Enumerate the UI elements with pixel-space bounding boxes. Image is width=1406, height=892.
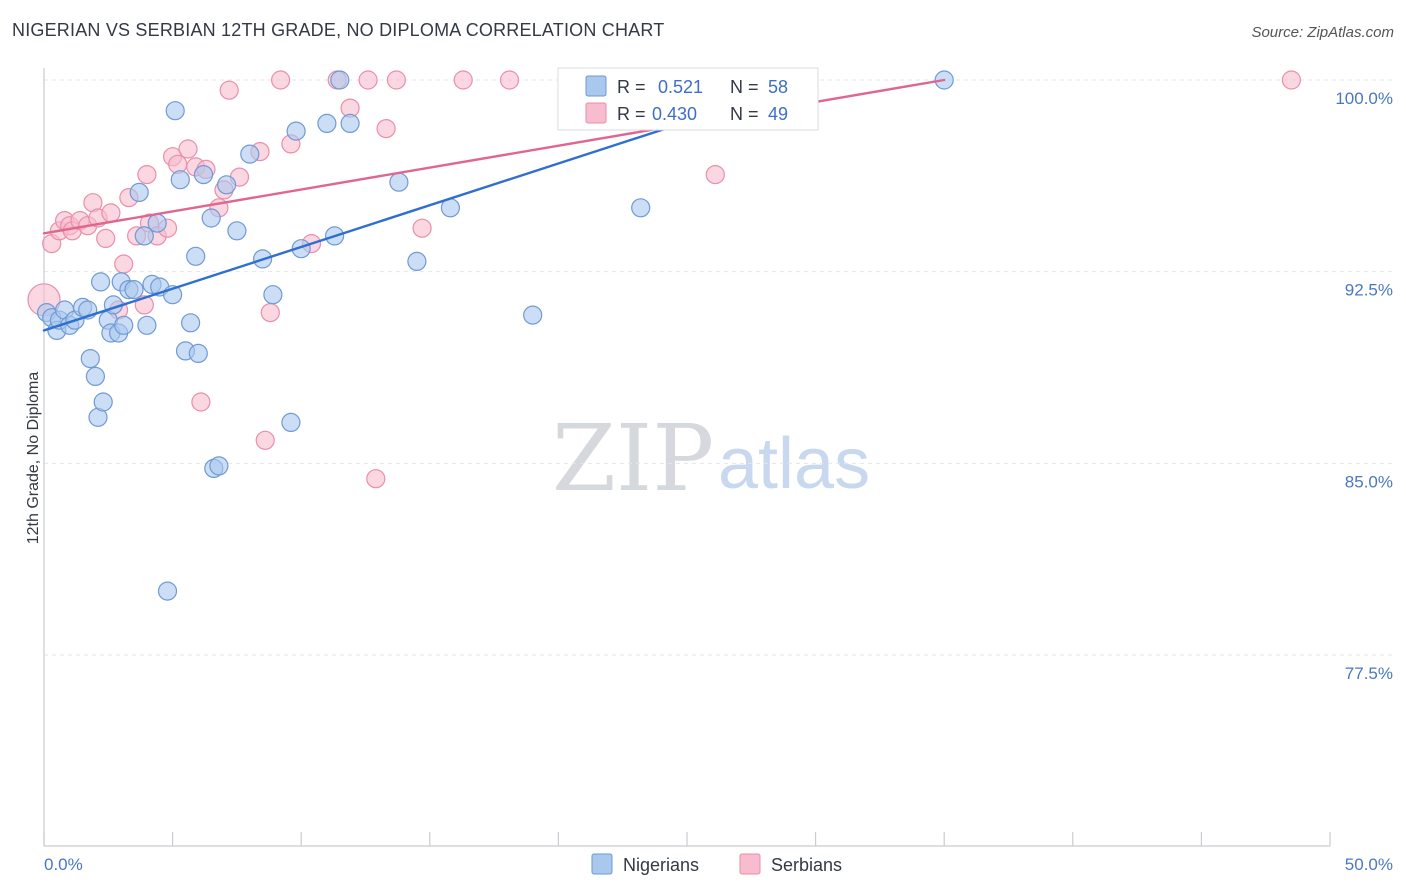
serbian-point <box>255 430 275 450</box>
legend-r-label-2: R = <box>617 104 646 124</box>
nigerian-point <box>389 172 409 192</box>
y-tick-label: 85.0% <box>1345 472 1393 491</box>
nigerian-point <box>523 305 543 325</box>
legend-n-label-2: N = <box>730 104 759 124</box>
serbian-point <box>386 70 406 90</box>
nigerian-point <box>181 313 201 333</box>
nigerian-point <box>340 113 360 134</box>
nigerian-point <box>129 182 149 202</box>
y-tick-labels: 77.5% 85.0% 92.5% 100.0% <box>1335 89 1393 683</box>
nigerian-point <box>193 165 214 185</box>
legend-n-value-2: 49 <box>768 104 788 124</box>
watermark-atlas: atlas <box>718 424 870 504</box>
serbian-point <box>358 70 378 90</box>
nigerian-point <box>188 343 208 363</box>
nigerian-point <box>263 285 283 305</box>
legend-n-label-1: N = <box>730 77 759 97</box>
serbians-label: Serbians <box>771 855 842 875</box>
nigerian-point <box>209 456 229 476</box>
serbian-point <box>412 218 432 238</box>
legend-r-value-1: 0.521 <box>658 77 703 97</box>
nigerian-point <box>240 144 260 164</box>
nigerian-point <box>80 349 100 369</box>
nigerian-point <box>286 121 306 141</box>
nigerian-point <box>90 272 111 292</box>
nigerians-label: Nigerians <box>623 855 699 875</box>
y-tick-label: 92.5% <box>1345 281 1393 300</box>
nigerian-point <box>330 70 350 90</box>
series-legend: Nigerians Serbians <box>591 853 842 875</box>
legend-r-label-1: R = <box>617 77 646 97</box>
y-tick-label: 100.0% <box>1335 89 1393 108</box>
serbian-point <box>101 203 121 223</box>
serbian-point <box>366 469 386 489</box>
legend-n-value-1: 58 <box>768 77 788 97</box>
nigerian-legend-swatch <box>585 75 607 97</box>
nigerian-point <box>407 251 427 271</box>
nigerian-point <box>124 280 144 300</box>
serbian-point <box>114 254 134 274</box>
serbian-point <box>137 165 157 185</box>
legend-r-value-2: 0.430 <box>652 104 697 124</box>
serbians-swatch <box>739 853 761 875</box>
nigerian-point <box>631 198 651 218</box>
serbian-point <box>499 70 520 90</box>
serbian-point <box>191 392 211 412</box>
nigerian-point <box>137 315 157 335</box>
nigerian-point <box>85 366 106 386</box>
serbian-point <box>705 165 725 185</box>
source-credit: Source: ZipAtlas.com <box>1251 24 1394 41</box>
nigerian-point <box>114 315 134 335</box>
serbian-point <box>453 70 473 90</box>
serbian-point <box>376 119 396 139</box>
nigerian-point <box>147 213 167 233</box>
serbian-point <box>271 70 291 90</box>
y-axis-label: 12th Grade, No Diploma <box>25 372 42 545</box>
x-tick-label-max: 50.0% <box>1345 855 1393 874</box>
y-tick-label: 77.5% <box>1345 664 1393 683</box>
nigerian-point <box>227 221 247 241</box>
axes <box>43 68 1331 847</box>
chart-title: NIGERIAN VS SERBIAN 12TH GRADE, NO DIPLO… <box>12 20 665 40</box>
nigerian-point <box>317 113 337 134</box>
x-tick-label-min: 0.0% <box>44 855 83 874</box>
serbian-point <box>96 228 116 248</box>
nigerian-point <box>281 412 301 432</box>
serbian-point <box>260 303 280 323</box>
watermark-zip: ZIP <box>552 405 714 512</box>
nigerian-point <box>165 101 185 121</box>
stats-legend: R = 0.521 N = 58 R = 0.430 N = 49 <box>557 67 819 131</box>
serbian-point <box>219 80 239 100</box>
serbian-point <box>178 139 198 159</box>
nigerian-series <box>36 70 954 601</box>
nigerian-point <box>134 226 154 246</box>
nigerian-point <box>217 175 237 195</box>
nigerian-point <box>186 246 206 266</box>
nigerian-point <box>157 581 178 601</box>
serbian-point <box>1281 70 1302 90</box>
nigerian-point <box>170 170 190 190</box>
nigerians-swatch <box>591 853 613 875</box>
serbian-legend-swatch <box>585 102 607 124</box>
nigerian-point <box>201 208 221 228</box>
nigerian-point <box>93 392 113 412</box>
